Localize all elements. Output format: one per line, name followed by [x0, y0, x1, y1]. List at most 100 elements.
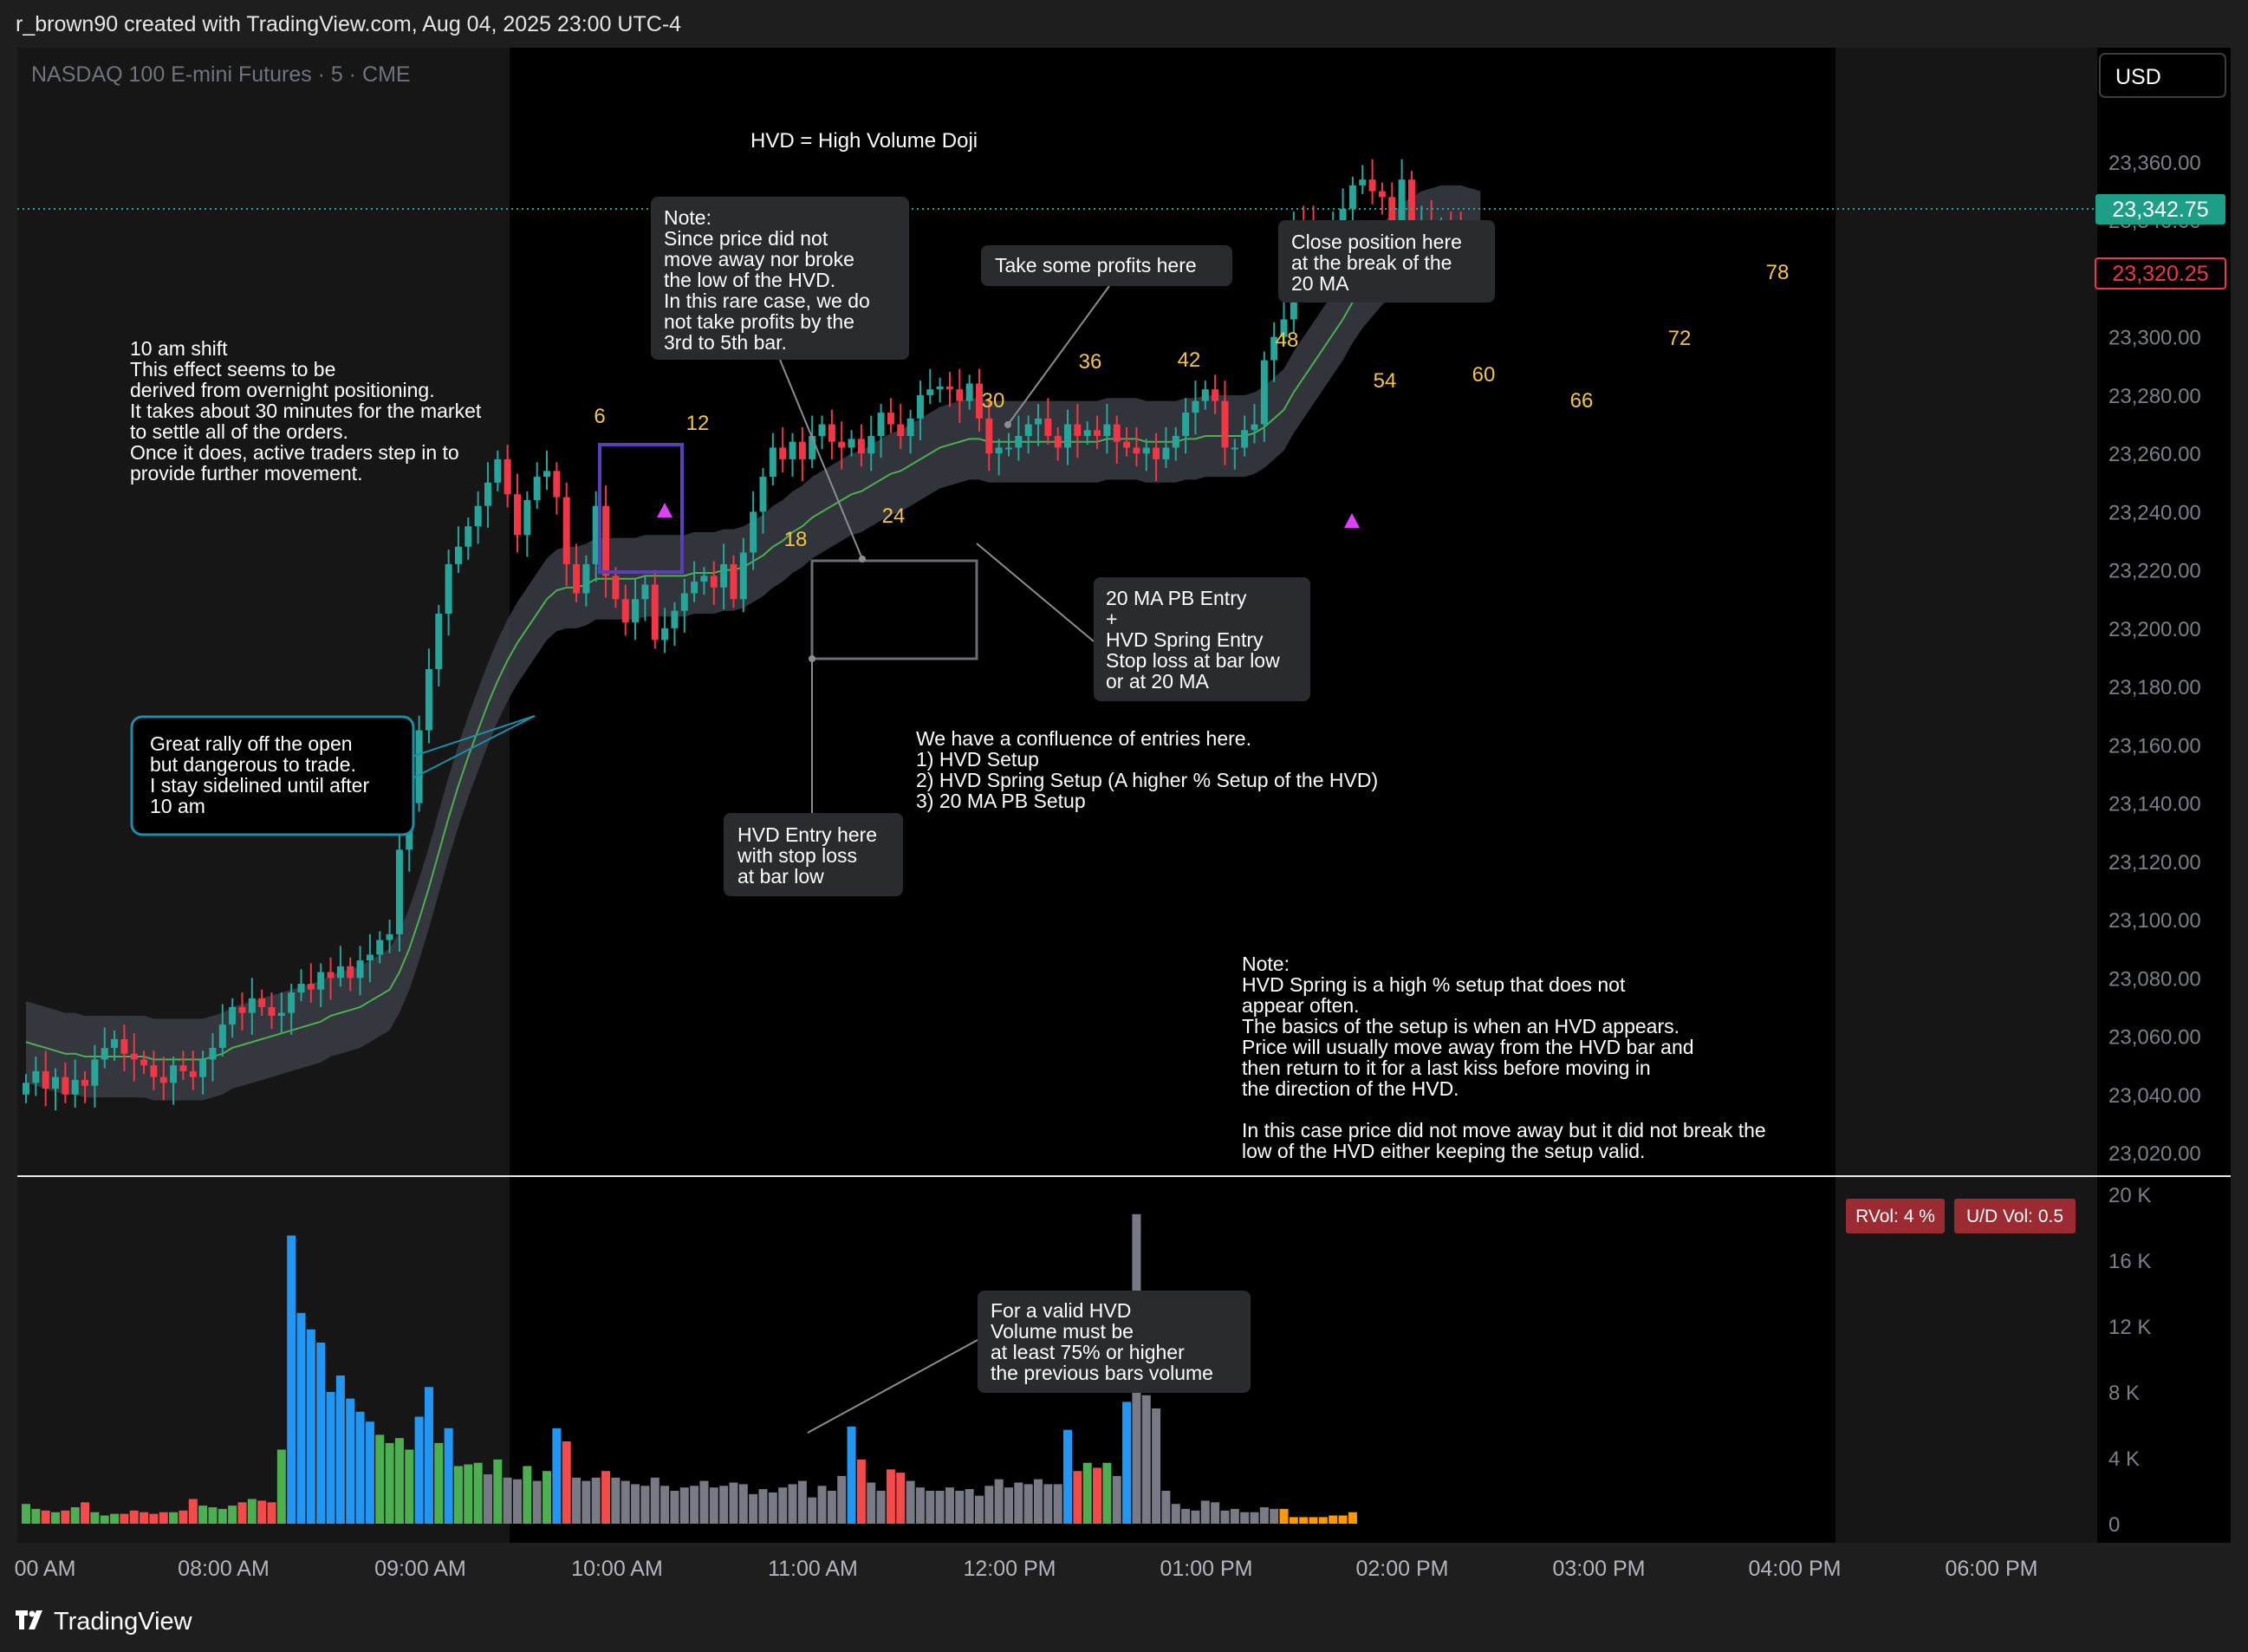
candle[interactable] — [1005, 433, 1012, 457]
volume-bar[interactable] — [1329, 1515, 1338, 1525]
candle[interactable] — [23, 1074, 29, 1103]
volume-bar[interactable] — [650, 1477, 659, 1524]
volume-bar[interactable] — [690, 1486, 699, 1524]
candle[interactable] — [1064, 409, 1072, 465]
volume-bar[interactable] — [738, 1484, 748, 1524]
candle[interactable] — [926, 368, 934, 405]
candle[interactable] — [523, 491, 531, 557]
volume-bar[interactable] — [523, 1466, 532, 1525]
candle[interactable] — [71, 1059, 79, 1108]
volume-bar[interactable] — [169, 1512, 179, 1524]
volume-bar[interactable] — [326, 1392, 335, 1524]
volume-bar[interactable] — [1161, 1491, 1171, 1524]
candle[interactable] — [307, 963, 315, 1003]
candle[interactable] — [1162, 426, 1170, 468]
volume-bar[interactable] — [179, 1510, 188, 1524]
candle[interactable] — [906, 409, 914, 454]
volume-bar[interactable] — [670, 1491, 679, 1524]
candle[interactable] — [1192, 380, 1199, 435]
volume-bar[interactable] — [1211, 1502, 1220, 1524]
candle[interactable] — [62, 1062, 69, 1103]
candle[interactable] — [1133, 426, 1140, 467]
volume-bar[interactable] — [365, 1421, 374, 1524]
candle[interactable] — [199, 1050, 207, 1095]
volume-bar[interactable] — [346, 1398, 355, 1524]
volume-bar[interactable] — [1250, 1512, 1259, 1524]
time-axis[interactable]: 00 AM 08:00 AM 09:00 AM 10:00 AM 11:00 AM 12:… — [15, 1557, 2038, 1581]
volume-bar[interactable] — [1053, 1484, 1062, 1524]
volume-bar[interactable] — [660, 1486, 670, 1524]
candle[interactable] — [1241, 415, 1249, 457]
volume-bar[interactable] — [876, 1491, 886, 1524]
candle[interactable] — [52, 1068, 60, 1111]
candle[interactable] — [1368, 159, 1376, 205]
volume-note-callout-box[interactable] — [978, 1291, 1251, 1393]
volume-bar[interactable] — [31, 1508, 41, 1524]
volume-bar[interactable] — [601, 1471, 611, 1524]
volume-bar[interactable] — [915, 1487, 925, 1524]
volume-bar[interactable] — [1043, 1484, 1053, 1524]
candle[interactable] — [1212, 374, 1219, 414]
candle[interactable] — [218, 1004, 226, 1057]
volume-bar[interactable] — [935, 1491, 945, 1524]
volume-bar[interactable] — [778, 1487, 788, 1524]
volume-bar[interactable] — [856, 1459, 866, 1524]
volume-bar[interactable] — [1259, 1507, 1269, 1524]
candle[interactable] — [514, 473, 521, 553]
volume-bar[interactable] — [493, 1459, 503, 1524]
volume-bar[interactable] — [768, 1492, 777, 1524]
candle[interactable] — [739, 537, 747, 613]
volume-bar[interactable] — [473, 1462, 483, 1524]
volume-bar[interactable] — [335, 1376, 345, 1524]
candle[interactable] — [179, 1050, 187, 1080]
candle[interactable] — [366, 933, 374, 983]
volume-bar[interactable] — [159, 1512, 168, 1524]
volume-bar[interactable] — [464, 1464, 473, 1524]
candle[interactable] — [602, 485, 610, 598]
candle[interactable] — [838, 421, 846, 470]
candle[interactable] — [779, 426, 787, 473]
volume-bar[interactable] — [198, 1506, 208, 1524]
volume-bar[interactable] — [808, 1497, 817, 1524]
volume-bar[interactable] — [1279, 1508, 1289, 1524]
candle[interactable] — [1270, 322, 1278, 382]
volume-bar[interactable] — [709, 1487, 718, 1524]
volume-bar[interactable] — [827, 1491, 836, 1524]
volume-bar[interactable] — [316, 1343, 326, 1524]
candle[interactable] — [632, 578, 640, 641]
candle[interactable] — [621, 584, 629, 636]
volume-bar[interactable] — [729, 1482, 738, 1525]
candle[interactable] — [1260, 351, 1268, 442]
candle[interactable] — [1044, 398, 1052, 446]
candle[interactable] — [1201, 380, 1209, 410]
candle[interactable] — [504, 445, 511, 508]
candle[interactable] — [867, 415, 875, 472]
volume-bar[interactable] — [817, 1486, 827, 1524]
candle[interactable] — [317, 963, 325, 1007]
candle[interactable] — [189, 1050, 197, 1090]
volume-bar[interactable] — [434, 1442, 444, 1524]
candle[interactable] — [680, 578, 688, 633]
volume-bar[interactable] — [1112, 1475, 1121, 1524]
candle[interactable] — [277, 992, 285, 1034]
volume-bar[interactable] — [483, 1474, 492, 1524]
volume-bar[interactable] — [1270, 1508, 1279, 1524]
volume-bar[interactable] — [1004, 1487, 1013, 1524]
candle[interactable] — [32, 1057, 40, 1096]
candle[interactable] — [445, 550, 452, 636]
candle[interactable] — [258, 989, 266, 1016]
candle[interactable] — [484, 462, 491, 528]
candle[interactable] — [710, 561, 718, 605]
volume-bar[interactable] — [287, 1235, 296, 1525]
candle[interactable] — [474, 491, 482, 544]
candle[interactable] — [612, 567, 620, 608]
candle[interactable] — [494, 450, 502, 491]
hvd-highlight-box[interactable] — [598, 443, 684, 574]
candle[interactable] — [465, 517, 472, 560]
profits-callout-box[interactable] — [981, 245, 1232, 286]
candle[interactable] — [297, 969, 305, 1002]
candle[interactable] — [1251, 404, 1258, 444]
candle[interactable] — [661, 608, 669, 654]
volume-bar[interactable] — [562, 1441, 571, 1524]
candle[interactable] — [671, 602, 679, 647]
